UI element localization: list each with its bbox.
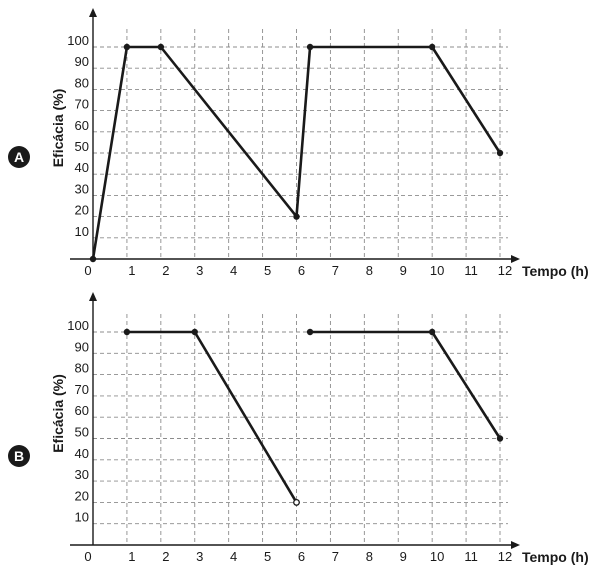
x-axis-label: Tempo (h)	[522, 263, 589, 279]
data-point	[428, 43, 436, 51]
y-tick-label: 10	[75, 224, 89, 239]
x-tick-label: 12	[498, 549, 512, 564]
x-tick-label: 4	[230, 263, 237, 278]
data-point	[306, 328, 314, 336]
grid	[93, 314, 508, 545]
data-point-open	[293, 498, 300, 506]
axes	[70, 8, 520, 263]
y-tick-label: 90	[75, 339, 89, 354]
x-tick-label: 0	[84, 263, 91, 278]
y-tick-label: 60	[75, 403, 89, 418]
y-axis-label: Eficácia (%)	[50, 374, 66, 453]
x-tick-label: 10	[430, 549, 444, 564]
x-tick-label: 8	[366, 263, 373, 278]
x-tick-label: 11	[464, 549, 478, 564]
y-tick-label: 80	[75, 361, 89, 376]
data-point	[496, 435, 504, 442]
y-tick-label: 50	[75, 425, 89, 440]
x-tick-label: 5	[264, 263, 271, 278]
y-tick-label: 20	[75, 488, 89, 503]
x-tick-label: 9	[400, 549, 407, 564]
y-tick-label: 90	[75, 54, 89, 69]
panel-badge: A	[8, 146, 30, 168]
y-axis-label: Eficácia (%)	[50, 89, 66, 168]
y-axis-arrow-icon	[89, 8, 97, 17]
x-tick-label: 6	[298, 549, 305, 564]
y-tick-label: 100	[67, 33, 89, 48]
y-axis-arrow-icon	[89, 292, 97, 301]
x-axis-arrow-icon	[511, 541, 520, 549]
x-tick-label: 3	[196, 549, 203, 564]
x-tick-label: 11	[464, 263, 478, 278]
y-tick-label: 70	[75, 382, 89, 397]
y-tick-label: 40	[75, 160, 89, 175]
panel-badge-circle	[8, 146, 30, 168]
panel-badge: B	[8, 445, 30, 467]
y-tick-label: 80	[75, 75, 89, 90]
data-point	[191, 328, 198, 336]
x-tick-label: 10	[430, 263, 444, 278]
x-tick-label: 2	[162, 549, 169, 564]
y-tick-label: 30	[75, 181, 89, 196]
x-axis-label: Tempo (h)	[522, 549, 589, 565]
x-tick-label: 0	[84, 549, 91, 564]
data-point	[89, 255, 97, 263]
series-line	[310, 330, 502, 440]
x-tick-label: 7	[332, 549, 339, 564]
x-tick-label: 6	[298, 263, 305, 278]
y-tick-label: 10	[75, 510, 89, 525]
data-point	[157, 43, 165, 51]
y-tick-label: 70	[75, 97, 89, 112]
y-tick-label: 40	[75, 446, 89, 461]
y-tick-label: 20	[75, 203, 89, 218]
x-tick-label: 1	[128, 263, 135, 278]
data-point	[123, 43, 131, 51]
panel-badge-circle	[8, 445, 30, 467]
axes	[70, 292, 520, 549]
y-tick-label: 50	[75, 139, 89, 154]
data-point	[306, 43, 314, 51]
grid	[93, 29, 508, 259]
y-tick-label: 100	[67, 318, 89, 333]
x-tick-label: 5	[264, 549, 271, 564]
x-tick-label: 7	[332, 263, 339, 278]
x-tick-label: 9	[400, 263, 407, 278]
y-tick-label: 60	[75, 118, 89, 133]
data-point	[496, 149, 504, 157]
data-point	[123, 328, 131, 336]
x-tick-label: 12	[498, 263, 512, 278]
data-point	[428, 328, 436, 336]
data-point	[293, 213, 300, 220]
x-tick-label: 2	[162, 263, 169, 278]
panel-badge-label: A	[14, 149, 24, 165]
panel-badge-label: B	[14, 448, 24, 464]
x-tick-label: 4	[230, 549, 237, 564]
y-tick-label: 30	[75, 467, 89, 482]
x-tick-label: 3	[196, 263, 203, 278]
x-axis-arrow-icon	[511, 255, 520, 263]
x-tick-label: 1	[128, 549, 135, 564]
x-tick-label: 8	[366, 549, 373, 564]
